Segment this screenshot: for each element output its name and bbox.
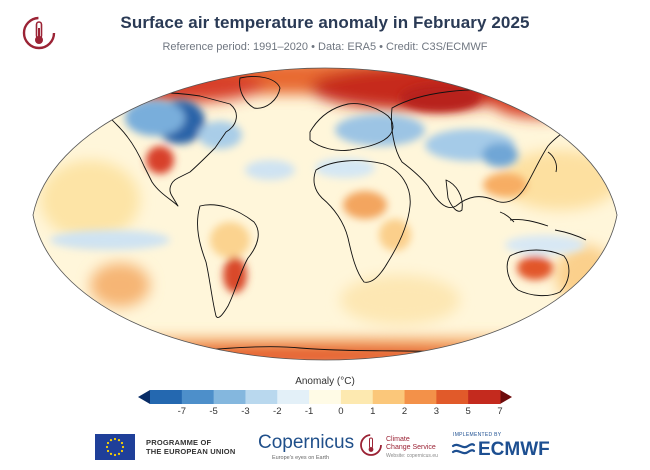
colorbar-cell [309,390,342,404]
copernicus-tagline: Europe's eyes on Earth [272,455,330,461]
eu-programme-line1: PROGRAMME OF [146,438,212,447]
colorbar [138,390,512,404]
colorbar-cell [468,390,501,404]
c3s-name-line2: Change Service [386,444,436,451]
colorbar-cell [404,390,437,404]
eu-programme-line2: THE EUROPEAN UNION [146,447,236,456]
colorbar-tick: -7 [177,406,187,417]
world-anomaly-map [32,67,618,361]
footer-logos: PROGRAMME OF THE EUROPEAN UNION Copernic… [0,428,650,468]
colorbar-tick: 3 [433,406,439,417]
c3s-name: Climate Change Service [386,436,436,452]
colorbar-cell [181,390,215,404]
colorbar-cell [245,390,278,404]
eu-programme-label: PROGRAMME OF THE EUROPEAN UNION [146,438,235,456]
implemented-by-label: IMPLEMENTED BY [453,432,502,438]
colorbar-cell [150,390,183,404]
globe-outline [32,67,618,361]
eu-flag-icon [95,434,135,460]
legend-title: Anomaly (°C) [295,376,355,387]
colorbar-cell [436,390,469,404]
anomaly-field [33,68,617,360]
page-subtitle: Reference period: 1991–2020 • Data: ERA5… [162,41,488,53]
colorbar-cell [372,390,406,404]
ecmwf-logo: ECMWF [478,439,550,460]
colorbar-cell [277,390,310,404]
ecmwf-mark-icon [451,443,476,455]
c3s-logo-icon [360,434,382,456]
colorbar-tick: 5 [465,406,471,417]
c3s-name-line1: Climate [386,436,410,443]
colorbar-cell [213,390,246,404]
c3s-website: Website: copernicus.eu [386,453,438,459]
thermometer-logo-icon [22,16,56,50]
colorbar-tick: -2 [273,406,282,417]
copernicus-logo: Copernicus [258,432,355,453]
colorbar-ticks: -7 -5 -3 -2 -1 0 1 2 3 5 7 [0,406,650,420]
colorbar-tick: -5 [209,406,218,417]
colorbar-tick: 2 [401,406,408,417]
colorbar-cell [340,390,374,404]
colorbar-tick: -3 [241,406,250,417]
colorbar-left-arrow [138,390,150,404]
colorbar-tick: 7 [497,406,503,417]
colorbar-tick: 1 [370,406,376,417]
colorbar-tick: 0 [338,406,344,417]
colorbar-tick: -1 [304,406,314,417]
colorbar-right-arrow [500,390,512,404]
page-title: Surface air temperature anomaly in Febru… [120,13,530,32]
